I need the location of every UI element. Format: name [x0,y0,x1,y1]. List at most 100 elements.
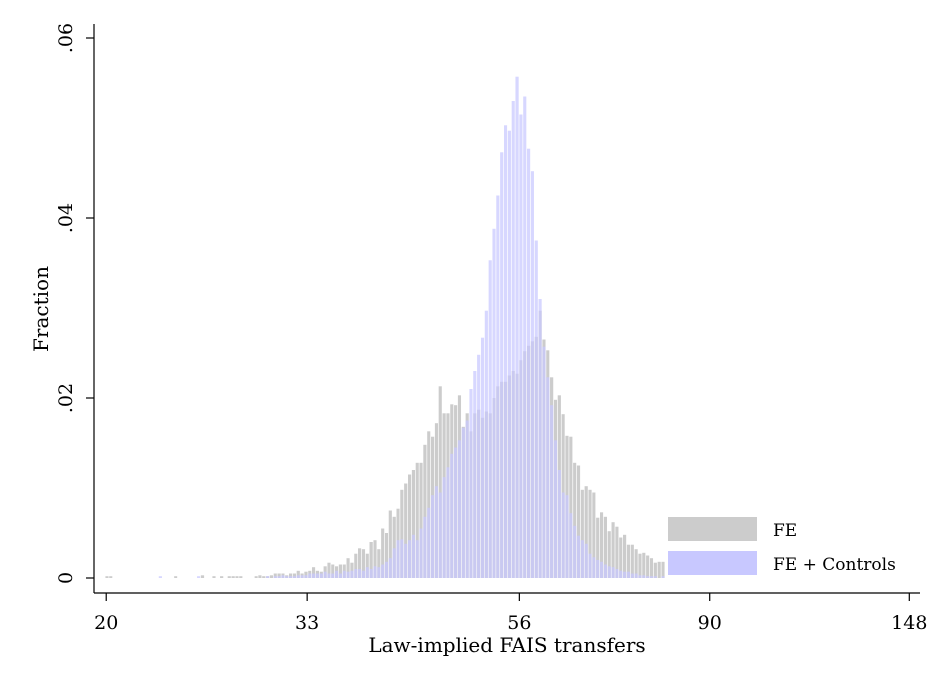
fe-controls-bar [381,564,385,578]
fe-controls-bar [446,467,450,578]
fe-controls-bar [484,310,488,578]
y-axis-label: Fraction [29,266,53,352]
fe-bar [381,528,385,578]
fe-controls-bar [584,543,588,578]
fe-controls-bar [527,148,531,578]
fe-controls-bar [304,575,308,578]
fe-bar [354,553,358,578]
fe-bars [105,310,665,578]
fe-controls-bar [538,299,542,578]
fe-controls-bar [281,575,285,578]
fe-controls-bar [457,440,462,578]
fe-controls-bar [346,571,350,578]
fe-bar [273,573,277,578]
fe-bar [573,462,577,578]
fe-bar [623,534,627,578]
fe-controls-bar [411,534,415,578]
fe-bar [258,575,262,578]
fe-controls-bar [626,571,630,578]
fe-controls-bar [488,260,492,578]
x-tick-label: 148 [891,612,927,634]
fe-controls-bar [308,573,312,578]
fe-controls-bar [315,573,320,578]
fe-controls-bars [158,76,665,579]
legend: FE FE + Controls [668,517,896,575]
fe-controls-bar [334,570,339,578]
fe-bar [596,517,600,578]
legend-swatch-fe-controls [668,551,757,575]
fe-controls-bar [480,337,485,578]
fe-bar [220,576,224,578]
fe-bar [619,537,623,578]
fe-controls-bar [592,557,596,578]
fe-bar [400,489,404,578]
y-axis-ticks: 0 .02 .04 .06 [55,23,94,584]
fe-controls-bar [465,420,469,578]
fe-controls-bar [404,543,408,578]
legend-swatch-fe [668,517,757,541]
fe-controls-bar [630,573,634,578]
fe-bar [657,561,661,578]
fe-bar [235,576,239,578]
fe-bar [311,567,316,578]
fe-controls-bar [576,535,581,578]
fe-bar [200,575,205,578]
fe-controls-bar [331,573,335,578]
fe-controls-bar [515,76,519,578]
fe-bar [361,549,366,578]
fe-bar [438,386,442,578]
fe-controls-bar [557,470,561,578]
fe-controls-bar [396,540,400,578]
fe-controls-bar [296,575,300,578]
fe-bar [592,492,596,578]
fe-controls-bar [603,564,607,578]
fe-bar [384,533,389,578]
fe-controls-bar [573,525,577,578]
fe-bar [109,576,113,578]
fe-controls-bar [400,539,404,578]
fe-controls-bar [611,567,615,578]
fe-bar [626,544,630,578]
fe-bar [615,526,619,578]
x-tick-label: 33 [295,612,319,634]
fe-bar [408,474,412,578]
fe-bar [404,483,408,578]
fe-controls-bar [319,573,323,578]
fe-controls-bar [273,576,277,578]
fe-bar [634,549,638,578]
fe-bar [661,561,665,578]
fe-controls-bar [438,492,442,578]
fe-controls-bar [266,576,270,578]
fe-controls-bar [365,567,369,578]
fe-controls-bar [473,371,477,578]
fe-bar [105,576,109,578]
fe-controls-bar [550,405,554,578]
fe-controls-bar [588,553,592,578]
fe-bar [611,522,615,578]
fe-bar [254,576,258,578]
fe-bar [576,465,581,578]
fe-bar [365,553,369,578]
fe-controls-bar [534,240,538,578]
fe-bar [569,436,573,578]
fe-controls-bar [408,540,412,578]
fe-bar [327,562,331,578]
fe-bar [603,516,607,578]
fe-controls-bar [423,516,427,578]
fe-controls-bar [569,513,573,578]
fe-bar [269,575,273,578]
fe-controls-bar [361,570,366,578]
fe-bar [369,542,373,578]
fe-controls-bar [415,540,419,578]
fe-controls-bar [277,576,281,578]
fe-controls-bar [519,114,523,578]
fe-controls-bar [384,561,389,578]
fe-controls-bar [500,152,504,579]
fe-controls-bar [565,495,569,578]
fe-bar [415,462,419,578]
x-axis-ticks: 20 33 56 90 148 [94,593,927,634]
fe-bar [239,576,243,578]
fe-controls-bar [338,573,343,578]
fe-controls-bar [311,573,316,578]
fe-controls-bar [373,566,377,578]
